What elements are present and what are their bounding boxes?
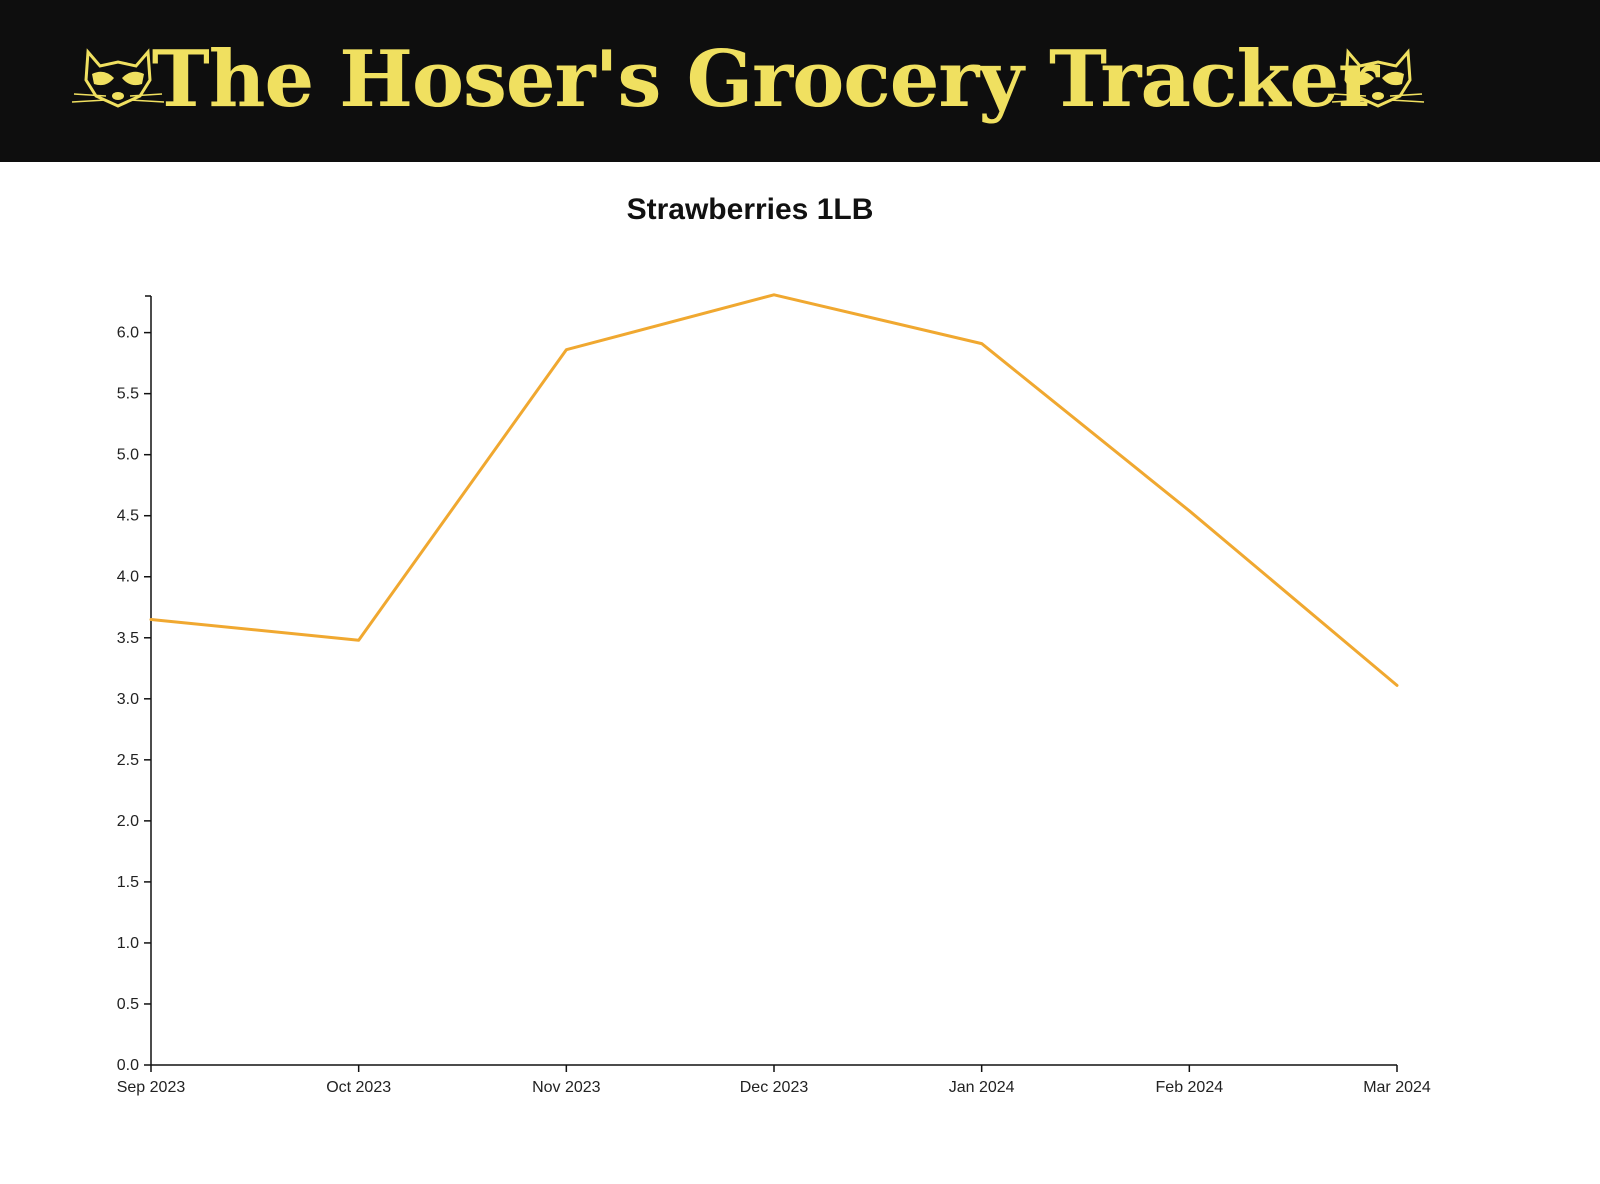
x-tick-label: Jan 2024 (949, 1079, 1015, 1096)
y-tick-label: 4.0 (117, 569, 139, 586)
x-tick-label: Mar 2024 (1363, 1079, 1431, 1096)
data-point (150, 618, 152, 620)
x-tick-label: Nov 2023 (532, 1079, 601, 1096)
x-tick-label: Sep 2023 (117, 1079, 186, 1096)
y-tick-label: 0.0 (117, 1057, 139, 1074)
app-header: The Hoser's Grocery Tracker (0, 0, 1600, 162)
y-tick-label: 3.0 (117, 691, 139, 708)
y-tick-label: 5.0 (117, 447, 139, 464)
y-tick-label: 2.5 (117, 752, 139, 769)
chart-title: Strawberries 1LB (626, 193, 874, 226)
data-point (1396, 684, 1398, 686)
data-point (981, 343, 983, 345)
data-point (1188, 510, 1190, 512)
raccoon-icon (1331, 48, 1425, 108)
x-tick-label: Oct 2023 (326, 1079, 391, 1096)
raccoon-icon (71, 48, 165, 108)
y-tick-label: 1.0 (117, 935, 139, 952)
y-tick-label: 1.5 (117, 874, 139, 891)
y-tick-label: 4.5 (117, 508, 139, 525)
data-point (358, 639, 360, 641)
y-tick-label: 3.5 (117, 630, 139, 647)
y-tick-label: 5.5 (117, 386, 139, 403)
y-tick-label: 2.0 (117, 813, 139, 830)
data-point (565, 349, 567, 351)
x-tick-label: Dec 2023 (740, 1079, 809, 1096)
data-point (773, 294, 775, 296)
y-tick-label: 0.5 (117, 996, 139, 1013)
app-title: The Hoser's Grocery Tracker (151, 34, 1380, 125)
y-tick-label: 6.0 (117, 325, 139, 342)
x-tick-label: Feb 2024 (1156, 1079, 1224, 1096)
series-line (149, 293, 1399, 687)
